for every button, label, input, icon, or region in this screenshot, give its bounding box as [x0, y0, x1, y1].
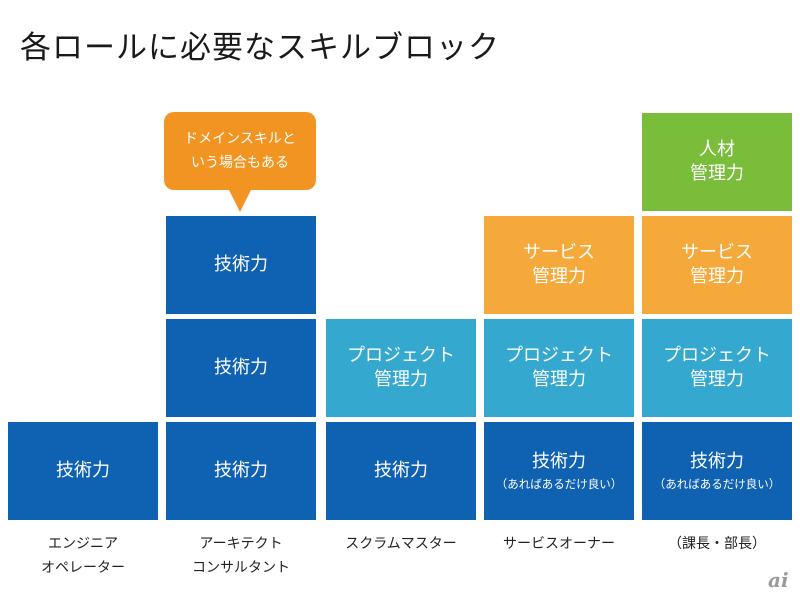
block-tech-col2-bottom: 技術力: [166, 422, 316, 520]
block-tech-col2-middle: 技術力: [166, 319, 316, 417]
callout-pointer: [229, 190, 251, 212]
brand-logo: ai: [768, 568, 789, 592]
block-tech-col5: 技術力 （あればあるだけ良い）: [642, 422, 792, 520]
block-label: プロジェクト 管理力: [505, 345, 613, 390]
block-project-col3: プロジェクト 管理力: [326, 319, 476, 417]
block-label: 技術力: [690, 451, 744, 472]
block-project-col4: プロジェクト 管理力: [484, 319, 634, 417]
block-tech-col3: 技術力: [326, 422, 476, 520]
block-label: プロジェクト 管理力: [663, 345, 771, 390]
block-service-col5: サービス 管理力: [642, 216, 792, 314]
block-label: 技術力: [56, 460, 110, 481]
block-tech-col4: 技術力 （あればあるだけ良い）: [484, 422, 634, 520]
block-label: 技術力: [214, 357, 268, 378]
block-service-col4: サービス 管理力: [484, 216, 634, 314]
block-tech-col1: 技術力: [8, 422, 158, 520]
block-project-col5: プロジェクト 管理力: [642, 319, 792, 417]
role-label-architect: アーキテクト コンサルタント: [192, 536, 290, 576]
block-tech-col2-top: 技術力: [166, 216, 316, 314]
block-note: （あればあるだけ良い）: [495, 477, 623, 491]
page-title: 各ロールに必要なスキルブロック: [20, 30, 500, 66]
block-label: 人材 管理力: [690, 139, 744, 184]
block-label: プロジェクト 管理力: [347, 345, 455, 390]
block-people-col5: 人材 管理力: [642, 113, 792, 211]
role-label-scrum-master: スクラムマスター: [345, 536, 457, 552]
role-label-manager: （課長・部長）: [668, 536, 766, 552]
block-label: 技術力: [214, 254, 268, 275]
callout-bubble: ドメインスキルと いう場合もある: [164, 112, 316, 190]
block-note: （あればあるだけ良い）: [653, 477, 781, 491]
block-label: サービス 管理力: [681, 242, 753, 287]
block-label: 技術力: [532, 451, 586, 472]
role-label-engineer: エンジニア オペレーター: [41, 536, 125, 576]
block-label: 技術力: [374, 460, 428, 481]
block-label: 技術力: [214, 460, 268, 481]
block-label: サービス 管理力: [523, 242, 595, 287]
role-label-service-owner: サービスオーナー: [503, 536, 615, 552]
